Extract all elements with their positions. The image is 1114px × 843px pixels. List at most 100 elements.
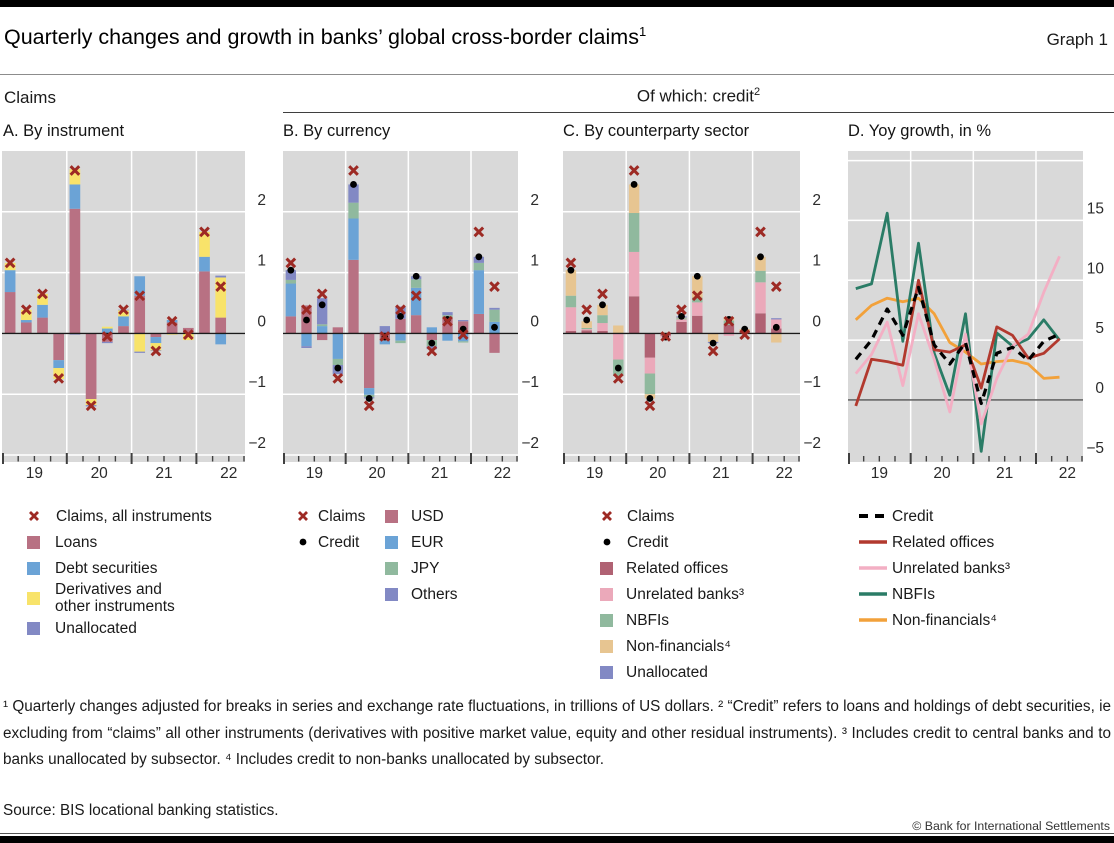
legend-square-swatch (385, 535, 398, 549)
credit-footnote-marker: 2 (754, 86, 761, 98)
panel-b-title: B. By currency (283, 122, 391, 140)
legend-item: Debt securities (27, 555, 212, 581)
legend-item-label: Debt securities (55, 559, 158, 577)
svg-text:20: 20 (368, 465, 386, 481)
svg-text:1: 1 (257, 253, 266, 270)
legend-item: Credit (296, 529, 365, 555)
svg-text:19: 19 (306, 465, 323, 481)
legend-item-label: Credit (627, 533, 669, 551)
legend-item-label: Credit (318, 533, 360, 551)
svg-text:−1: −1 (803, 374, 821, 391)
legend-square-swatch (385, 587, 398, 601)
svg-text:20: 20 (649, 465, 667, 481)
legend-item-label: Others (411, 585, 458, 603)
legend-x-marker-icon (298, 511, 308, 521)
legend-item-label: Related offices (892, 533, 995, 551)
svg-text:5: 5 (1095, 320, 1104, 337)
legend-square-swatch (385, 509, 398, 523)
legend-square-swatch (600, 665, 613, 679)
legend-item: Claims (296, 503, 365, 529)
legend-item-label: Credit (892, 507, 934, 525)
legend-item-label: Unallocated (626, 663, 708, 681)
legend-item-label: Unrelated banks³ (626, 585, 745, 603)
legend-square-swatch (385, 561, 398, 575)
svg-text:−1: −1 (521, 374, 539, 391)
legend-dot-marker-icon (603, 538, 611, 546)
legend-item-label: NBFIs (892, 585, 936, 603)
panel-d-chart: 19 20 21 22 15 10 5 0 −5 (848, 151, 1104, 481)
bottom-rule-bar (0, 836, 1114, 843)
svg-text:1: 1 (530, 253, 539, 270)
legend-line-icon (859, 618, 887, 622)
svg-text:21: 21 (996, 465, 1013, 481)
legend-square-swatch (27, 621, 40, 635)
top-rule-bar (0, 0, 1114, 7)
legend-square-swatch (27, 561, 40, 575)
legend-a: Claims, all instruments Loans Debt securit… (27, 503, 212, 641)
legend-line-icon (859, 592, 887, 596)
legend-b1: Claims Credit (296, 503, 365, 555)
legend-item-label: JPY (411, 559, 440, 577)
title-divider-rule (0, 74, 1114, 75)
svg-text:2: 2 (530, 192, 539, 209)
legend-item: NBFIs (600, 607, 744, 633)
legend-item-label: NBFIs (626, 611, 670, 629)
legend-item: Credit (600, 529, 744, 555)
legend-square-swatch (600, 613, 613, 627)
copyright-line: © Bank for International Settlements (912, 819, 1110, 833)
source-line: Source: BIS locational banking statistic… (3, 802, 279, 819)
svg-text:19: 19 (871, 465, 888, 481)
graph-number-label: Graph 1 (1046, 30, 1108, 49)
svg-text:20: 20 (91, 465, 109, 481)
legend-item: Derivatives and other instruments (27, 581, 212, 615)
svg-text:22: 22 (494, 465, 511, 481)
legend-square-swatch (27, 535, 40, 549)
svg-text:−5: −5 (1086, 440, 1104, 457)
svg-text:−2: −2 (248, 435, 266, 452)
legend-item: Claims, all instruments (27, 503, 212, 529)
legend-item: Claims (600, 503, 744, 529)
legend-item-label: Derivatives and other instruments (55, 581, 175, 615)
column-group-claims: Claims (4, 88, 56, 107)
svg-text:21: 21 (712, 465, 729, 481)
svg-text:22: 22 (1059, 465, 1076, 481)
svg-text:22: 22 (220, 465, 237, 481)
legend-item: Others (385, 581, 458, 607)
svg-text:−2: −2 (803, 435, 821, 452)
legend-item-label: Non-financials⁴ (626, 637, 731, 655)
legend-item: USD (385, 503, 458, 529)
svg-text:19: 19 (586, 465, 603, 481)
legend-c: Claims Credit Related offices Unrelated ban… (600, 503, 744, 685)
legend-line-icon (859, 566, 887, 570)
legend-dashed-line-icon (859, 514, 887, 518)
svg-text:20: 20 (933, 465, 951, 481)
svg-text:22: 22 (776, 465, 793, 481)
legend-item: EUR (385, 529, 458, 555)
legend-item: Non-financials⁴ (600, 633, 744, 659)
legend-item-label: Unrelated banks³ (892, 559, 1011, 577)
svg-text:0: 0 (1095, 380, 1104, 397)
legend-item: Unrelated banks³ (600, 581, 744, 607)
legend-item-label: Related offices (626, 559, 729, 577)
legend-item-label: Loans (55, 533, 98, 551)
legend-item-label: Claims, all instruments (56, 507, 212, 525)
legend-item: Loans (27, 529, 212, 555)
legend-item: Unallocated (600, 659, 744, 685)
svg-text:21: 21 (431, 465, 448, 481)
legend-item: Unallocated (27, 615, 212, 641)
legend-line-icon (859, 540, 887, 544)
svg-text:0: 0 (530, 313, 539, 330)
legend-item-label: Claims (627, 507, 675, 525)
legend-square-swatch (600, 639, 613, 653)
panel-c-title: C. By counterparty sector (563, 122, 750, 140)
panel-d-title: D. Yoy growth, in % (848, 122, 992, 140)
footnotes-block: ¹ Quarterly changes adjusted for breaks … (3, 698, 1111, 768)
legend-square-swatch (27, 591, 40, 605)
legend-item-label: Claims (318, 507, 366, 525)
legend-dot-marker-icon (299, 538, 307, 546)
svg-text:2: 2 (812, 192, 821, 209)
